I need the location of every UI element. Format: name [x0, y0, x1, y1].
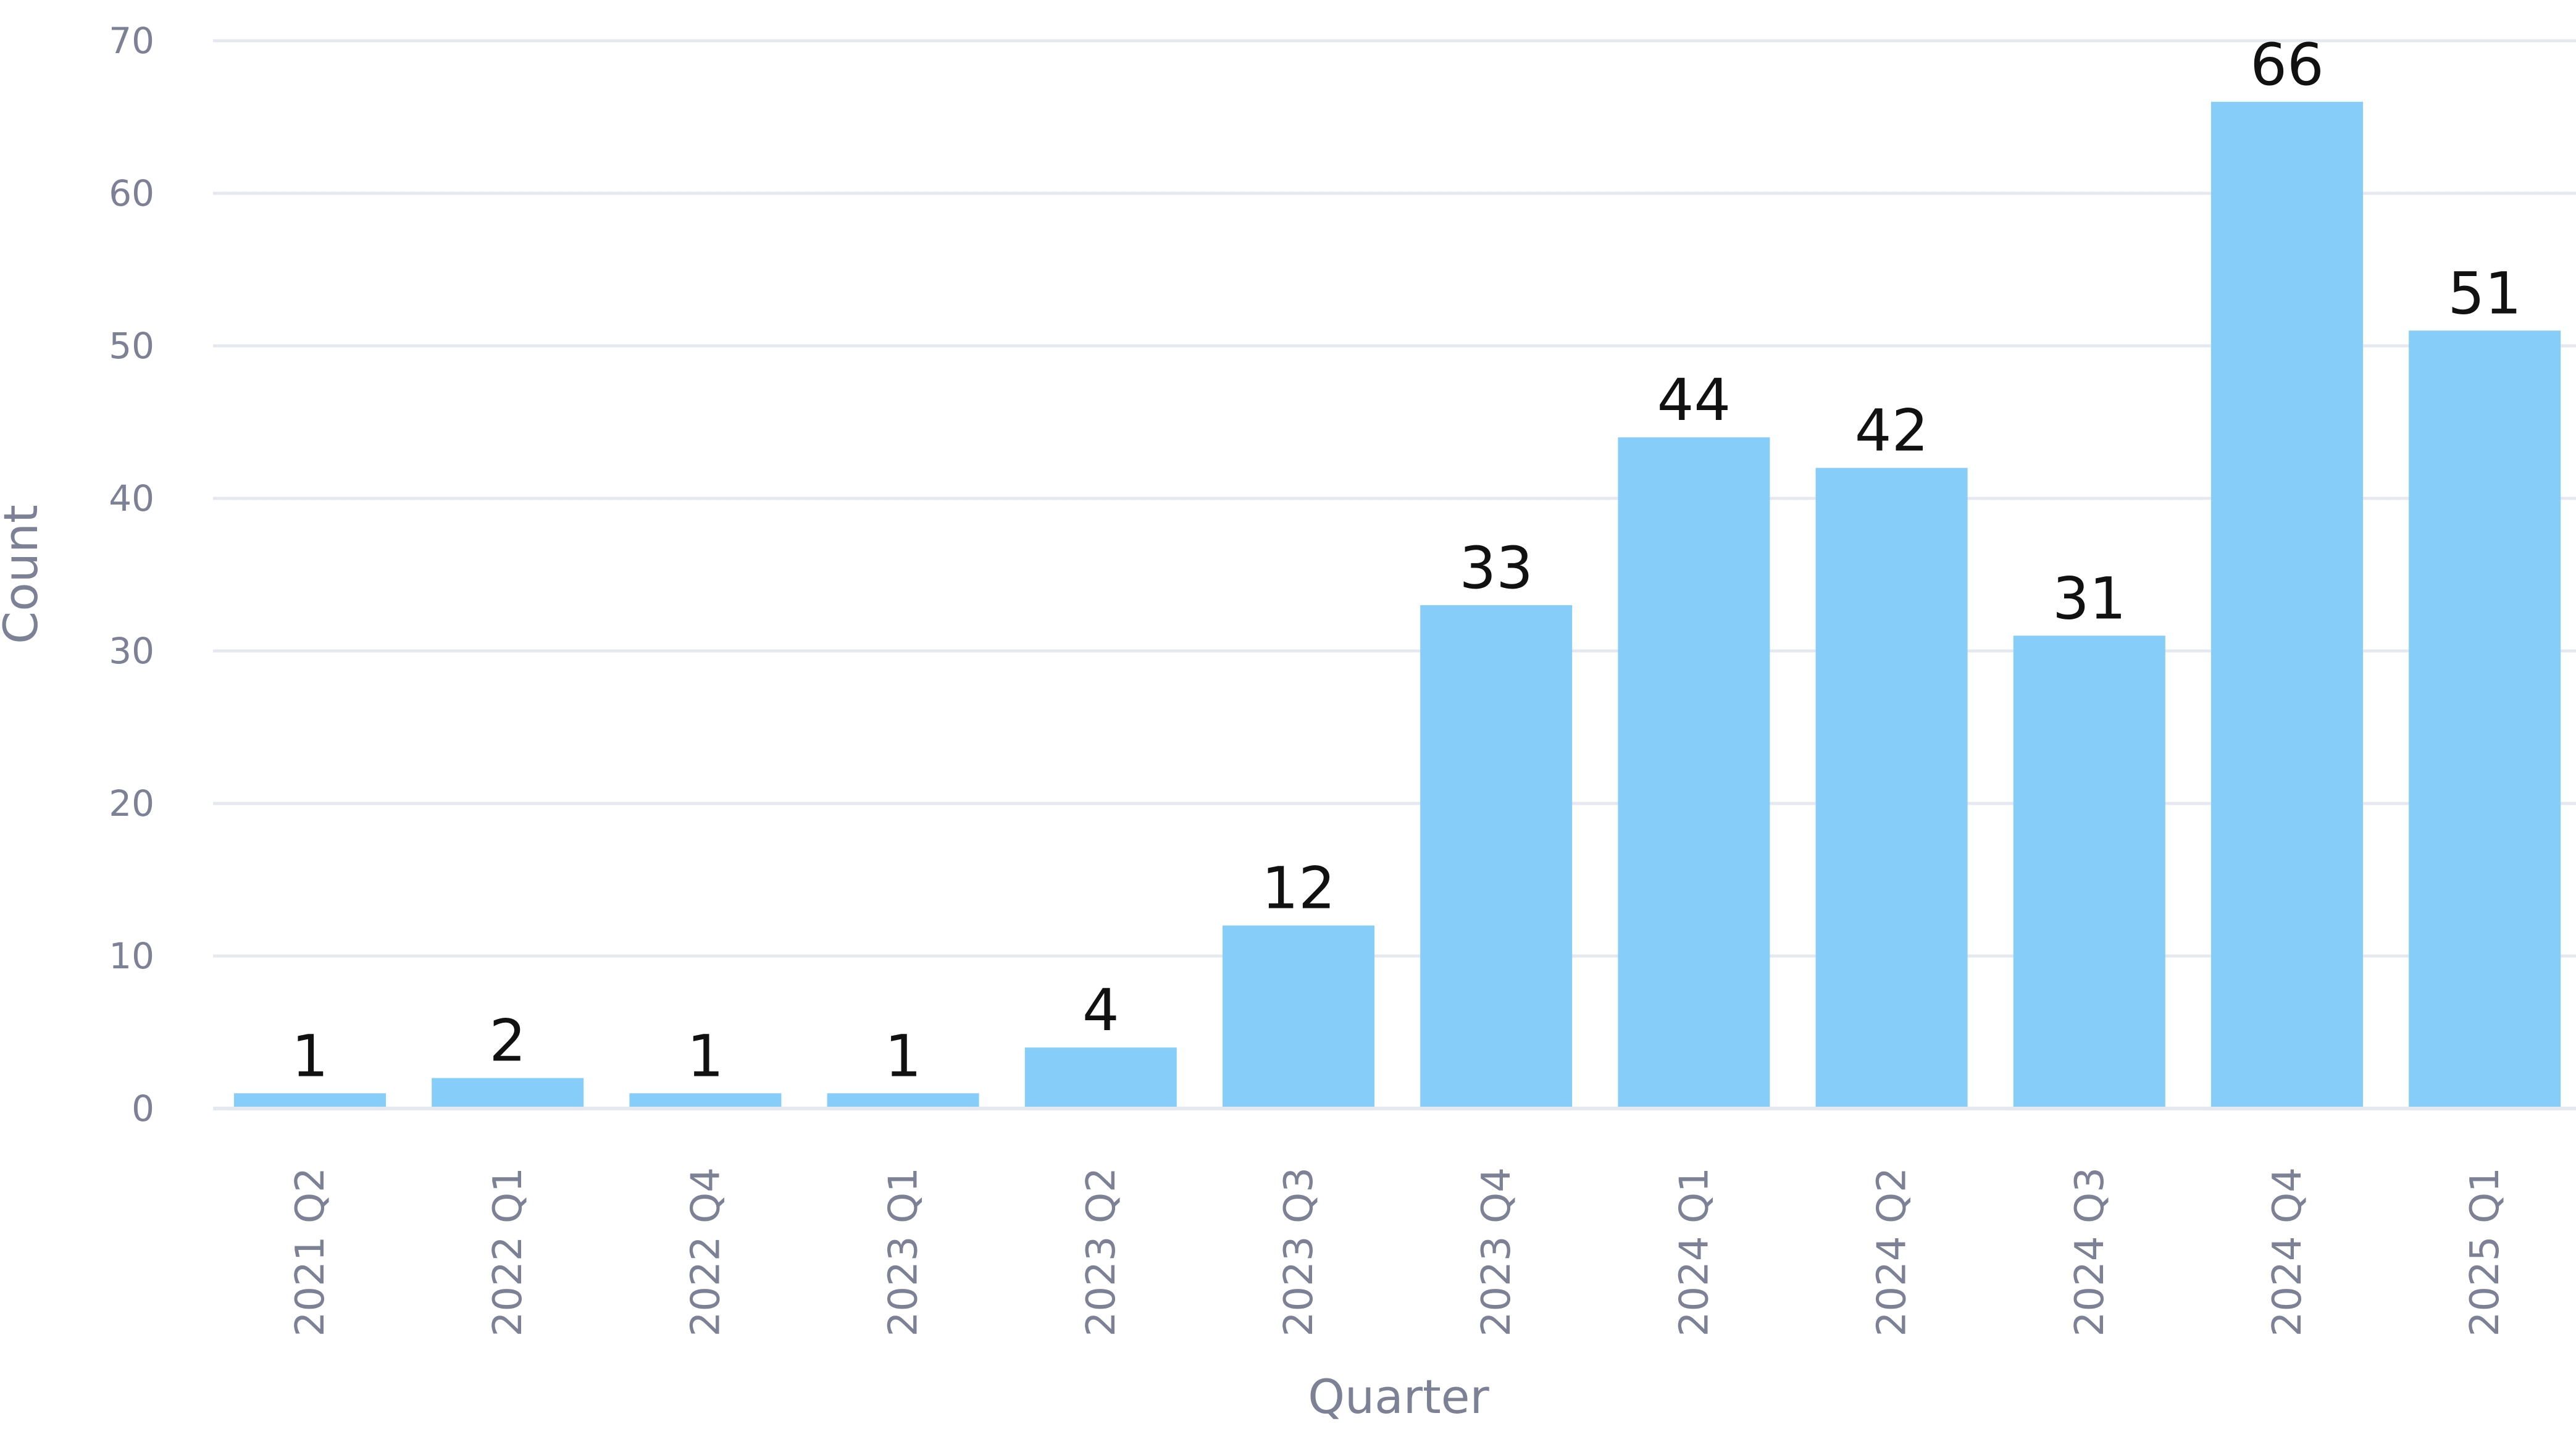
y-tick-label: 0	[132, 1088, 154, 1130]
bar-value-label: 42	[1855, 398, 1929, 465]
x-tick-label: 2021 Q2	[288, 1167, 333, 1336]
bar	[2409, 330, 2561, 1109]
bar-value-label: 31	[2052, 565, 2126, 632]
bar	[2013, 635, 2165, 1109]
bar-value-label: 1	[291, 1023, 328, 1090]
bar-value-label: 1	[687, 1023, 724, 1090]
y-tick-label: 30	[109, 630, 154, 672]
x-tick-label: 2024 Q2	[1870, 1167, 1915, 1336]
y-axis-ticks: 0 10 20 30 40 50 60 70	[109, 20, 154, 1130]
bar	[234, 1093, 386, 1109]
bar-value-label: 44	[1657, 367, 1731, 434]
x-tick-label: 2025 Q1	[2462, 1167, 2508, 1336]
y-tick-label: 50	[109, 325, 154, 367]
x-tick-label: 2022 Q4	[683, 1167, 729, 1336]
bar	[1618, 437, 1770, 1109]
bar	[827, 1093, 979, 1109]
bar-value-label: 66	[2250, 31, 2324, 99]
bar-value-label: 12	[1261, 855, 1336, 923]
y-tick-label: 60	[109, 172, 154, 214]
x-tick-label: 2023 Q4	[1474, 1167, 1520, 1336]
bar	[432, 1078, 584, 1109]
y-tick-label: 40	[109, 477, 154, 519]
bar-value-label: 4	[1082, 977, 1119, 1044]
bar-value-label: 51	[2448, 260, 2522, 327]
bar	[1223, 925, 1374, 1109]
x-tick-label: 2024 Q4	[2265, 1167, 2310, 1336]
y-tick-label: 10	[109, 935, 154, 977]
bar-value-label: 1	[885, 1023, 922, 1090]
x-tick-label: 2024 Q3	[2067, 1167, 2113, 1336]
bar-value-label: 2	[489, 1008, 526, 1075]
x-axis-title: Quarter	[1308, 1369, 1489, 1424]
x-tick-label: 2024 Q1	[1671, 1167, 1717, 1336]
bar	[1815, 468, 1968, 1109]
bars	[234, 101, 2561, 1109]
x-tick-label: 2023 Q3	[1276, 1167, 1322, 1336]
bar	[1024, 1047, 1177, 1109]
x-tick-label: 2023 Q1	[881, 1167, 927, 1336]
gridlines	[213, 39, 2576, 958]
bar-value-label: 33	[1459, 535, 1533, 602]
y-tick-label: 70	[109, 20, 154, 62]
y-axis-title: Count	[0, 505, 48, 644]
x-tick-label: 2022 Q1	[485, 1167, 531, 1336]
y-tick-label: 20	[109, 782, 154, 824]
bar	[2211, 101, 2363, 1109]
bar	[1420, 605, 1573, 1109]
bar	[629, 1093, 782, 1109]
x-axis-ticks: 2021 Q2 2022 Q1 2022 Q4 2023 Q1 2023 Q2 2023 …	[288, 1167, 2508, 1336]
x-tick-label: 2023 Q2	[1079, 1167, 1124, 1336]
